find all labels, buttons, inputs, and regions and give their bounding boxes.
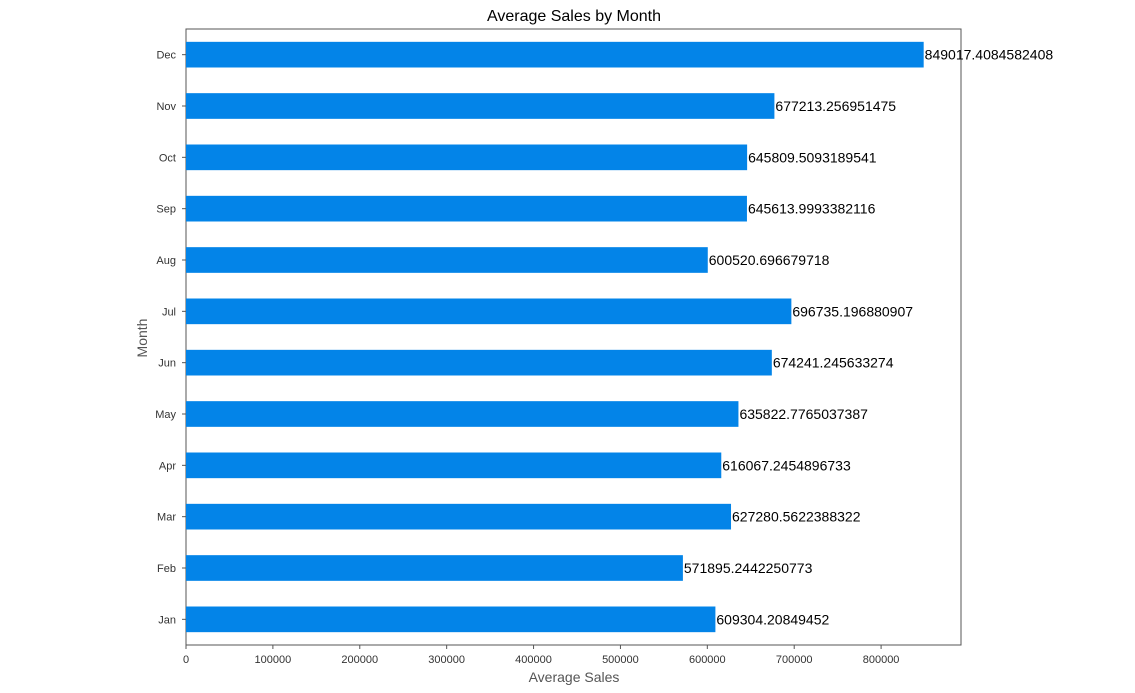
y-tick-label-jan: Jan (158, 614, 176, 626)
bar-may (186, 401, 739, 427)
bar-jan (186, 606, 716, 633)
data-label-jan: 609304.20849452 (716, 611, 829, 627)
bar-jun (186, 349, 772, 376)
bar-sep (186, 195, 747, 222)
y-tick-label-jun: Jun (158, 358, 176, 370)
chart-title: Average Sales by Month (487, 8, 661, 25)
data-label-oct: 645809.5093189541 (748, 149, 877, 165)
x-tick-label-2: 200000 (341, 654, 378, 666)
bar-oct (186, 144, 748, 171)
bar-apr (186, 452, 722, 479)
x-tick-label-1: 100000 (255, 654, 292, 666)
data-label-may: 635822.7765037387 (739, 406, 868, 422)
bar-aug (186, 247, 708, 273)
y-tick-label-aug: Aug (156, 255, 176, 267)
x-tick-label-6: 600000 (689, 654, 726, 666)
y-tick-label-jul: Jul (162, 306, 176, 318)
bar-jul (186, 298, 792, 325)
y-tick-label-may: May (155, 409, 176, 421)
y-tick-label-sep: Sep (156, 204, 176, 216)
y-tick-label-oct: Oct (159, 152, 176, 164)
x-tick-label-3: 300000 (428, 654, 465, 666)
y-tick-label-mar: Mar (157, 512, 176, 524)
x-tick-label-8: 800000 (863, 654, 900, 666)
x-tick-label-7: 700000 (776, 654, 813, 666)
x-tick-label-0: 0 (183, 654, 189, 666)
bar-feb (186, 555, 683, 581)
data-label-sep: 645613.9993382116 (748, 201, 876, 217)
x-tick-label-5: 500000 (602, 654, 639, 666)
data-label-mar: 627280.5622388322 (732, 509, 861, 525)
plot-area: Jan 609304.20849452 Feb 571895.2442250773 Ma… (155, 28, 1054, 666)
y-tick-label-feb: Feb (157, 563, 176, 575)
data-label-jul: 696735.196880907 (792, 303, 913, 319)
data-label-feb: 571895.2442250773 (684, 560, 813, 576)
data-label-dec: 849017.4084582408 (925, 47, 1054, 63)
plot-frame (185, 28, 962, 646)
x-axis-label: Average Sales (529, 669, 620, 685)
data-label-jun: 674241.245633274 (773, 355, 894, 371)
data-label-apr: 616067.2454896733 (722, 457, 851, 473)
x-tick-label-4: 400000 (515, 654, 552, 666)
bar-dec (186, 41, 924, 68)
y-axis-label: Month (134, 319, 150, 358)
y-tick-label-apr: Apr (159, 460, 176, 472)
data-label-aug: 600520.696679718 (709, 252, 830, 268)
data-label-nov: 677213.256951475 (775, 98, 896, 114)
y-tick-label-dec: Dec (156, 50, 176, 62)
bar-nov (186, 93, 775, 119)
bar-mar (186, 503, 732, 530)
y-tick-label-nov: Nov (156, 101, 176, 113)
